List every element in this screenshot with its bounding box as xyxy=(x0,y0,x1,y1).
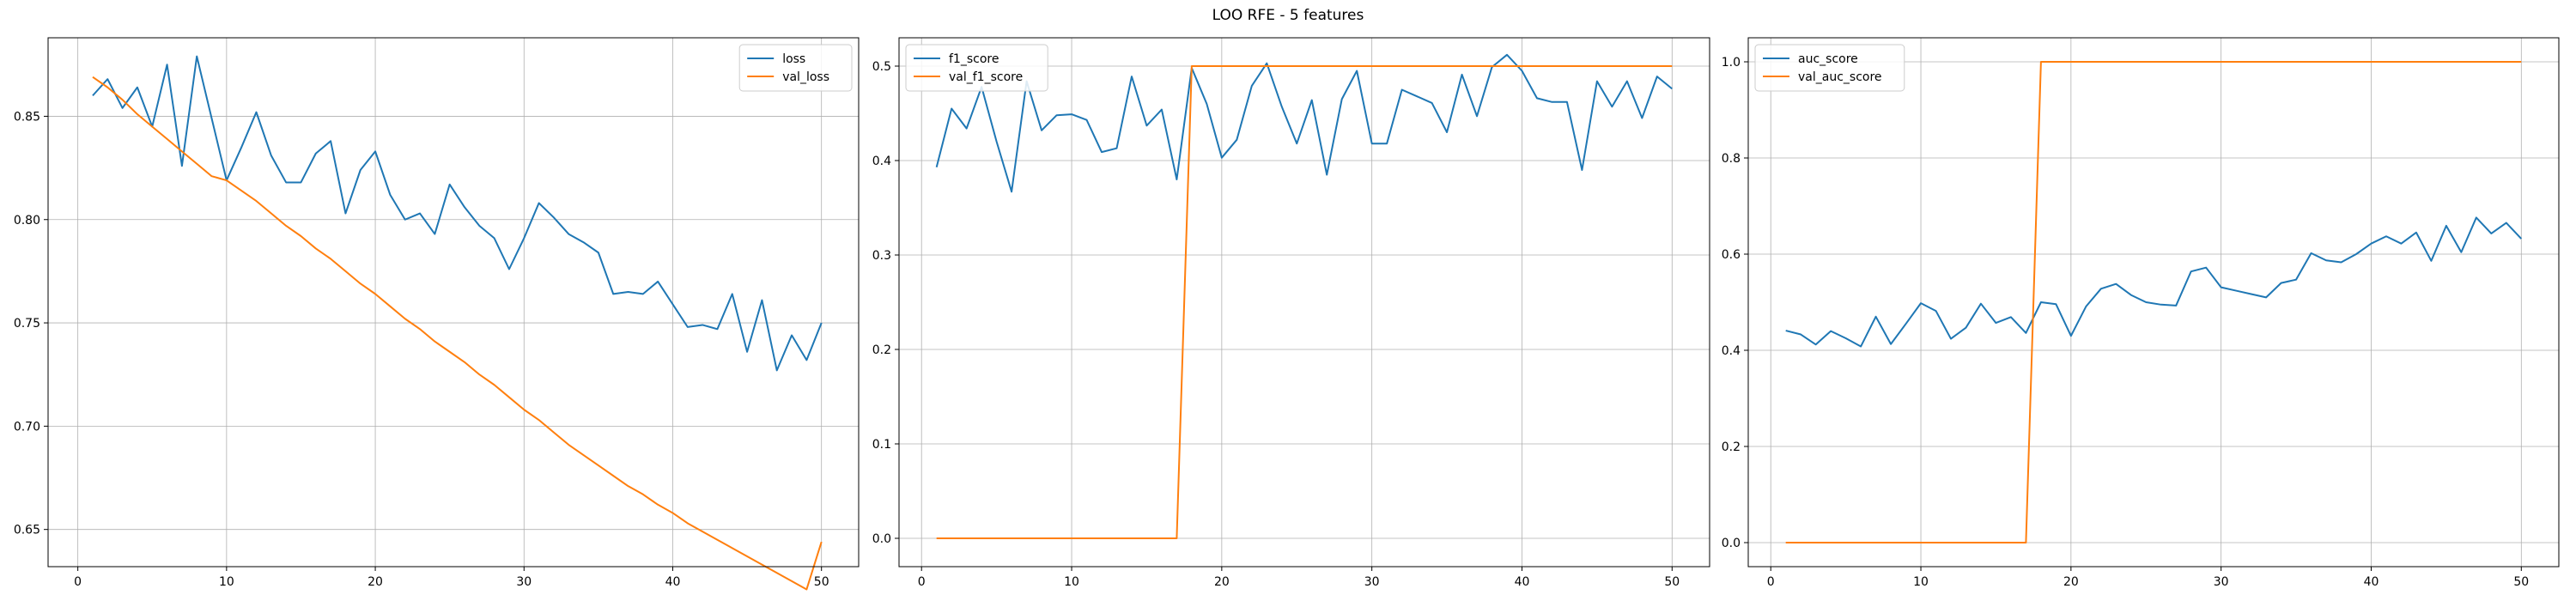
x-tick-label: 50 xyxy=(1664,575,1680,589)
y-tick-label: 0.2 xyxy=(872,343,891,357)
y-tick-label: 0.1 xyxy=(872,438,891,452)
series-line-val_auc_score xyxy=(1785,61,2522,543)
x-tick-label: 30 xyxy=(516,575,532,589)
legend-label-val_f1_score: val_f1_score xyxy=(949,70,1023,84)
series-line-val_loss xyxy=(92,76,823,591)
y-tick-label: 0.75 xyxy=(14,317,40,331)
subplot-1: 0 10 20 30 40 50 0.65 0.70 0.75 0.80 0.85 loss val_l… xyxy=(14,37,860,591)
x-tick-label: 0 xyxy=(74,575,82,589)
plot-frame xyxy=(47,37,860,568)
series-line-val_f1_score xyxy=(936,65,1673,539)
x-tick-label: 20 xyxy=(2063,575,2079,589)
y-tick-label: 0.4 xyxy=(872,155,891,168)
legend: f1_score val_f1_score xyxy=(905,44,1048,92)
plot-frame xyxy=(898,37,1710,568)
y-tick-label: 0.6 xyxy=(1722,248,1741,262)
x-tick-label: 40 xyxy=(1515,575,1530,589)
x-tick-label: 10 xyxy=(1913,575,1929,589)
x-tick-label: 50 xyxy=(2513,575,2529,589)
x-tick-label: 10 xyxy=(1064,575,1079,589)
x-tick-label: 50 xyxy=(814,575,829,589)
legend: loss val_loss xyxy=(738,44,853,92)
x-tick-label: 20 xyxy=(1214,575,1230,589)
legend-label-val_auc_score: val_auc_score xyxy=(1798,70,1882,84)
y-tick-label: 1.0 xyxy=(1722,56,1741,70)
x-tick-label: 0 xyxy=(1767,575,1775,589)
subplot-2: 0 10 20 30 40 50 0.0 0.1 0.2 0.3 0.4 0.5 f1_scoreval… xyxy=(872,37,1710,589)
series-line-f1_score xyxy=(935,53,1673,193)
legend-label-loss: loss xyxy=(782,52,805,66)
y-tick-label: 0.5 xyxy=(872,60,891,74)
y-tick-label: 0.0 xyxy=(872,532,891,546)
series-line-auc_score xyxy=(1785,216,2523,348)
legend-box xyxy=(738,44,853,92)
legend-label-auc_score: auc_score xyxy=(1798,52,1858,66)
y-tick-label: 0.65 xyxy=(14,524,40,537)
x-tick-label: 40 xyxy=(665,575,681,589)
y-tick-label: 0.70 xyxy=(14,420,40,434)
legend-label-f1_score: f1_score xyxy=(949,52,999,66)
x-tick-label: 30 xyxy=(2214,575,2229,589)
y-tick-label: 0.4 xyxy=(1722,344,1741,358)
figure-title: LOO RFE - 5 features xyxy=(1212,7,1364,24)
x-tick-label: 40 xyxy=(2364,575,2379,589)
legend: auc_score val_auc_score xyxy=(1754,44,1905,92)
x-tick-label: 20 xyxy=(368,575,383,589)
legend-label-val_loss: val_loss xyxy=(782,70,829,84)
subplot-3: 0 10 20 30 40 50 0.0 0.2 0.4 0.6 0.8 1.0 auc_scoreva… xyxy=(1722,37,2560,589)
x-tick-label: 30 xyxy=(1364,575,1380,589)
legend-box xyxy=(1754,44,1905,92)
y-tick-label: 0.80 xyxy=(14,214,40,228)
y-tick-label: 0.3 xyxy=(872,249,891,263)
y-tick-label: 0.2 xyxy=(1722,440,1741,454)
legend-box xyxy=(905,44,1048,92)
x-tick-label: 10 xyxy=(219,575,234,589)
y-tick-label: 0.0 xyxy=(1722,537,1741,550)
plot-frame xyxy=(1747,37,2560,568)
x-tick-label: 0 xyxy=(918,575,926,589)
y-tick-label: 0.85 xyxy=(14,110,40,124)
series-line-loss xyxy=(92,55,823,372)
y-tick-label: 0.8 xyxy=(1722,152,1741,166)
